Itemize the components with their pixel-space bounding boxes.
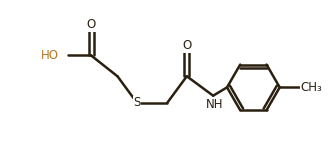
Text: O: O <box>182 39 192 52</box>
Text: CH₃: CH₃ <box>300 81 322 94</box>
Text: S: S <box>133 96 140 109</box>
Text: HO: HO <box>41 49 59 62</box>
Text: O: O <box>87 19 96 31</box>
Text: NH: NH <box>206 97 223 111</box>
